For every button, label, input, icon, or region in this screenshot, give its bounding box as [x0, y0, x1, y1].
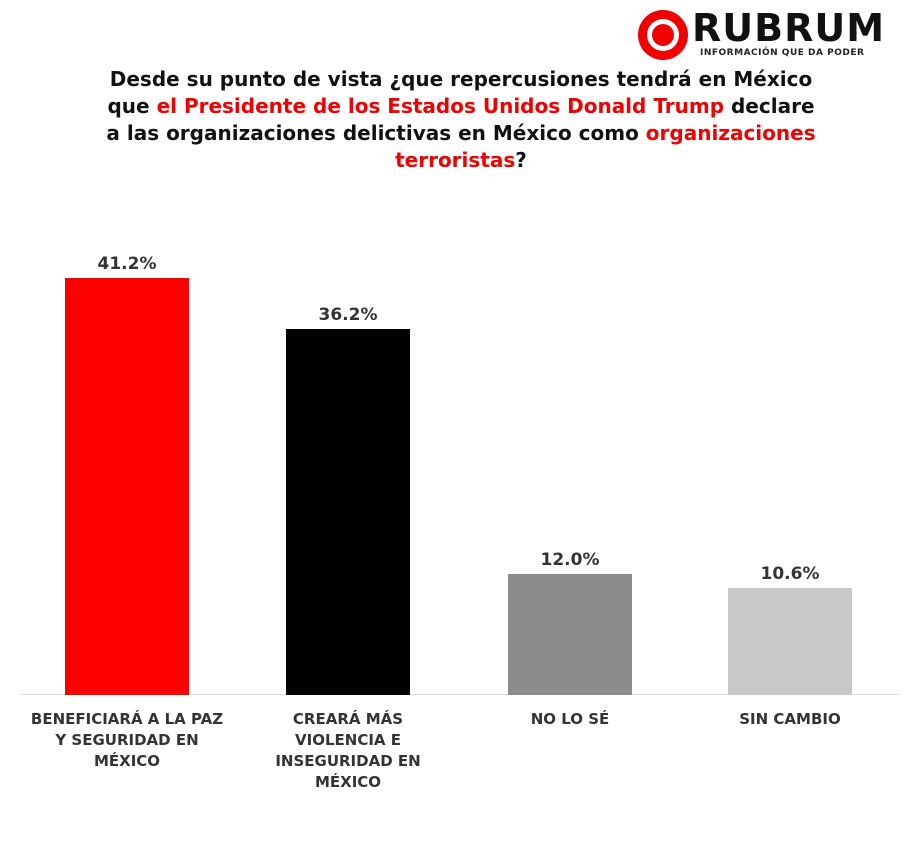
x-tick-label: NO LO SÉ — [530, 710, 610, 728]
title-part: organizaciones terroristas — [395, 121, 816, 172]
baseline — [20, 694, 900, 695]
value-label: 12.0% — [540, 549, 600, 570]
chart-title: Desde su punto de vista ¿que repercusion… — [100, 66, 822, 174]
title-part: Desde su punto de vista ¿que repercusion… — [107, 67, 813, 118]
value-label: 10.6% — [760, 563, 820, 584]
bar — [508, 573, 632, 695]
title-part: el Presidente de los Estados Unidos Dona… — [156, 94, 725, 118]
x-tick-label: SIN CAMBIO — [739, 710, 841, 728]
title-part: ? — [515, 148, 527, 172]
value-label: 36.2% — [318, 304, 378, 325]
bar — [728, 587, 852, 695]
brand-tagline: INFORMACIÓN QUE DA PODER — [700, 48, 865, 58]
logo-icon — [638, 10, 688, 60]
value-label: 41.2% — [97, 254, 157, 274]
x-tick-label: BENEFICIARÁ A LA PAZ Y SEGURIDAD EN MÉXI… — [30, 710, 224, 770]
bar — [65, 278, 189, 695]
x-tick-label: CREARÁ MÁS VIOLENCIA E INSEGURIDAD EN MÉ… — [275, 710, 421, 791]
title-part: declare a las organizaciones delictivas … — [106, 94, 815, 145]
brand-name: RUBRUM — [692, 6, 886, 50]
bar — [286, 328, 410, 695]
